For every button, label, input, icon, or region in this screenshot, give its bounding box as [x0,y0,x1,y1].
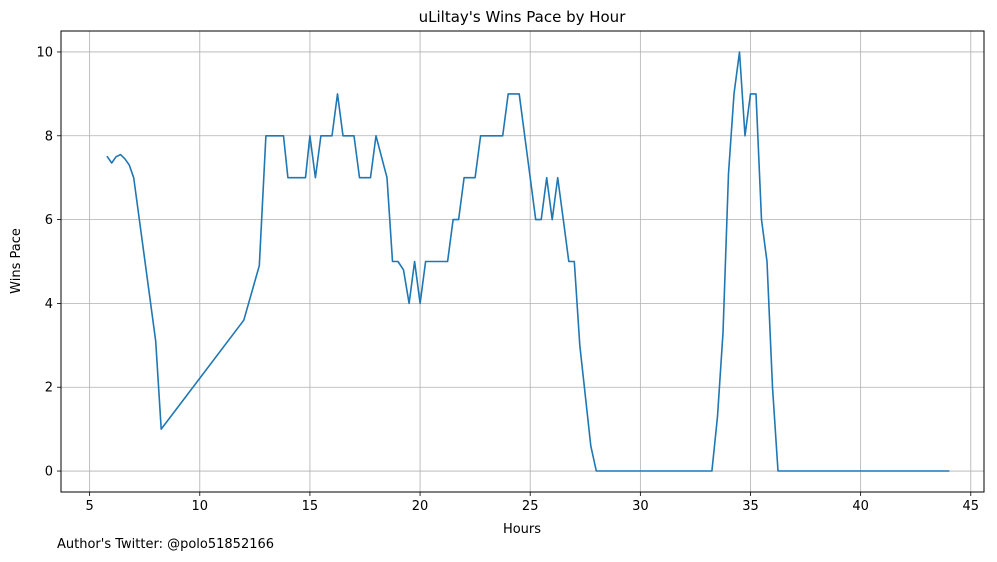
x-tick-label: 25 [522,499,539,514]
x-tick-label: 35 [742,499,759,514]
x-tick-label: 30 [632,499,649,514]
series-group [106,51,950,472]
x-tick-label: 45 [963,499,980,514]
y-tick-label: 2 [45,381,53,396]
x-tick-label: 40 [852,499,869,514]
y-tick-label: 6 [45,213,53,228]
wins-pace-line [106,51,950,472]
grid-lines [61,31,984,492]
chart-title: uLiltay's Wins Pace by Hour [419,8,627,26]
x-tick-label: 20 [412,499,429,514]
axis-ticks: 5 10 15 20 25 30 35 40 45 0 2 4 6 8 10 [36,45,979,514]
y-tick-label: 8 [45,129,53,144]
x-tick-label: 5 [85,499,93,514]
x-tick-label: 15 [302,499,319,514]
y-tick-label: 10 [36,45,53,60]
y-axis-label: Wins Pace [9,228,24,294]
x-tick-label: 10 [192,499,209,514]
plot-frame [60,30,985,493]
y-tick-label: 0 [45,465,53,480]
y-tick-label: 4 [45,297,53,312]
x-axis-label: Hours [503,522,541,537]
author-credit: Author's Twitter: @polo51852166 [57,537,275,552]
